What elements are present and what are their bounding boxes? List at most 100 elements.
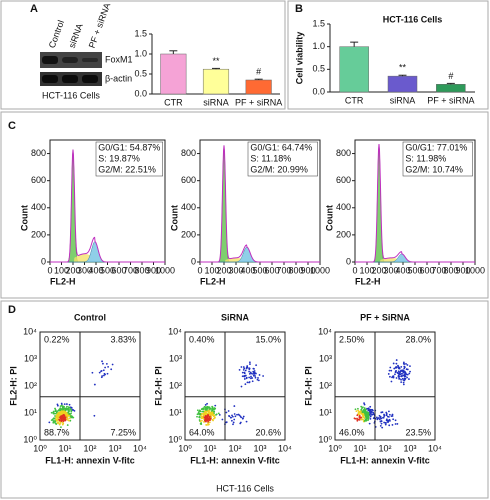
- event-dot: [199, 420, 202, 423]
- event-dot: [55, 416, 58, 418]
- event-dot: [198, 412, 201, 415]
- phase-stat: G0/G1: 54.87%: [98, 142, 160, 152]
- event-dot: [248, 370, 250, 373]
- event-dot: [209, 414, 211, 417]
- x-axis-label: FL2-H: [355, 276, 381, 286]
- y-tick-label: 800: [336, 148, 351, 158]
- event-dot: [390, 380, 393, 383]
- event-dot: [63, 407, 66, 410]
- event-dot: [406, 376, 408, 379]
- event-dot: [233, 405, 236, 407]
- event-dot: [394, 373, 396, 376]
- event-dot: [217, 412, 220, 415]
- event-dot: [392, 418, 395, 421]
- x-tick-label: 900: [300, 265, 315, 275]
- panel-frame: [0, 300, 489, 499]
- event-dot: [393, 367, 396, 370]
- event-dot: [401, 377, 404, 380]
- event-dot: [234, 415, 237, 418]
- event-dot: [70, 412, 72, 415]
- event-dot: [361, 406, 364, 409]
- event-dot: [370, 413, 373, 416]
- event-dot: [366, 408, 369, 410]
- event-dot: [225, 411, 228, 414]
- event-dot: [56, 404, 59, 407]
- event-dot: [238, 368, 241, 371]
- event-dot: [55, 419, 58, 422]
- event-dot: [54, 422, 57, 424]
- event-dot: [359, 410, 362, 413]
- x-tick-label: 10⁴: [428, 443, 442, 453]
- event-dot: [207, 422, 209, 424]
- event-dot: [62, 405, 65, 408]
- event-dot: [58, 423, 61, 426]
- event-dot: [403, 363, 406, 365]
- event-dot: [245, 366, 248, 369]
- event-dot: [397, 370, 400, 373]
- event-dot: [206, 417, 209, 420]
- y-tick-label: 200: [336, 229, 351, 239]
- y-axis-label: Count: [19, 205, 29, 231]
- event-dot: [211, 406, 214, 408]
- bar: [339, 46, 369, 93]
- x-tick-label: siRNA: [203, 97, 229, 107]
- x-tick-label: 10¹: [203, 443, 216, 453]
- event-dot: [404, 377, 406, 380]
- panel-frame: [0, 0, 286, 110]
- event-dot: [201, 407, 204, 410]
- band-label: FoxM1: [105, 54, 133, 64]
- event-dot: [385, 414, 388, 416]
- event-dot: [251, 377, 254, 379]
- event-dot: [364, 413, 367, 416]
- y-tick-label: 10²: [319, 380, 332, 390]
- event-dot: [385, 422, 387, 424]
- event-dot: [58, 413, 61, 415]
- plot-title: Control: [74, 312, 106, 322]
- event-dot: [107, 365, 110, 368]
- x-tick-label: 100: [54, 265, 69, 275]
- event-dot: [403, 365, 406, 368]
- x-tick-label: 0: [352, 265, 357, 275]
- event-dot: [204, 404, 207, 406]
- event-dot: [248, 372, 251, 375]
- event-dot: [102, 362, 104, 365]
- event-dot: [58, 418, 61, 421]
- x-tick-label: 400: [240, 265, 255, 275]
- event-dot: [394, 366, 397, 369]
- event-dot: [405, 373, 408, 376]
- event-dot: [242, 417, 244, 420]
- event-dot: [363, 403, 366, 406]
- event-dot: [62, 410, 65, 413]
- event-dot: [233, 418, 236, 421]
- bar: [245, 79, 272, 95]
- event-dot: [50, 411, 53, 414]
- quadrant-percent: 0.22%: [44, 334, 70, 344]
- event-dot: [364, 408, 366, 411]
- event-dot: [52, 419, 55, 422]
- y-tick-label: 0.0: [134, 88, 147, 98]
- s-phase: [355, 257, 475, 262]
- x-tick-label: 400: [88, 265, 103, 275]
- event-dot: [93, 414, 96, 417]
- event-dot: [199, 422, 202, 425]
- phase-stat: G2/M: 20.99%: [250, 164, 308, 174]
- plot-frame: [39, 331, 141, 441]
- y-tick-label: 800: [31, 148, 46, 158]
- event-dot: [250, 375, 252, 378]
- y-axis-label: Count: [169, 205, 179, 231]
- x-tick-label: 1000: [155, 265, 175, 275]
- event-dot: [202, 410, 205, 413]
- event-dot: [211, 408, 214, 411]
- event-dot: [256, 378, 259, 381]
- event-dot: [248, 361, 251, 364]
- quadrant-percent: 0.40%: [189, 334, 215, 344]
- event-dot: [381, 411, 384, 414]
- event-dot: [48, 421, 51, 424]
- event-dot: [394, 419, 397, 422]
- y-tick-label: 600: [181, 175, 196, 185]
- event-dot: [110, 368, 113, 371]
- event-dot: [61, 415, 64, 417]
- event-dot: [392, 362, 395, 365]
- event-dot: [207, 423, 210, 426]
- dots: [353, 359, 411, 429]
